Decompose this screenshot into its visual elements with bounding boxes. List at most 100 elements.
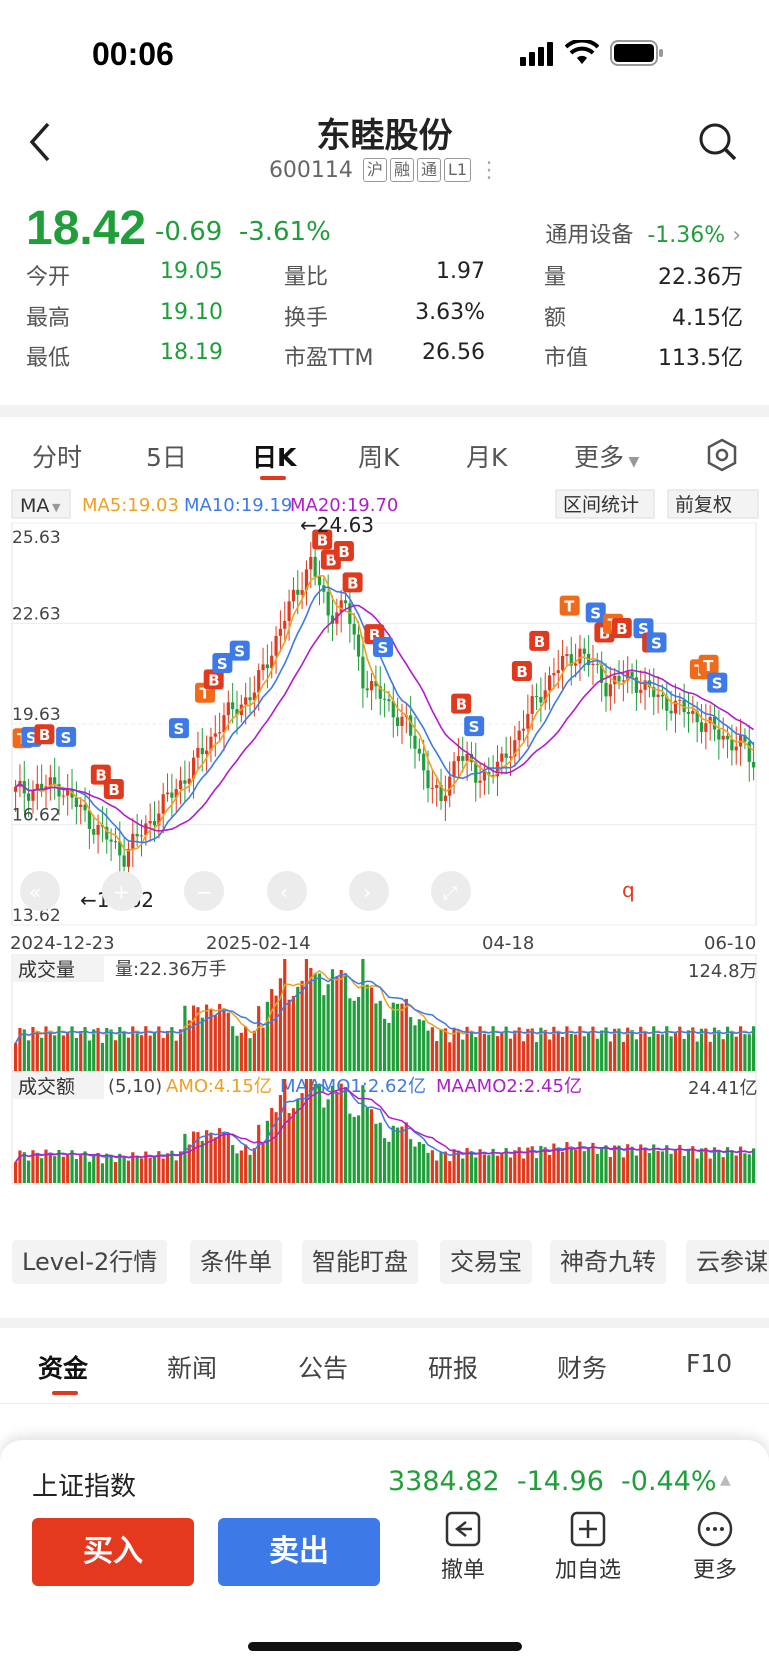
tab-research[interactable]: 研报 [428, 1354, 479, 1383]
prev-icon[interactable] [267, 871, 307, 911]
candle [313, 556, 317, 577]
volume-bar [639, 1026, 643, 1071]
volume-bar [517, 1027, 521, 1071]
tab-5day[interactable]: 5日 [146, 443, 187, 472]
signal-icon [520, 42, 553, 66]
volume-bar [209, 1008, 213, 1071]
sell-button[interactable]: 卖出 [218, 1518, 380, 1586]
amount-bar [105, 1153, 109, 1183]
stat-label: 量 [544, 265, 567, 290]
chip-advisor[interactable]: 云参谋 [686, 1240, 769, 1284]
candle [105, 826, 109, 840]
candle [144, 823, 148, 836]
volume-bar [148, 1035, 152, 1071]
candle [734, 746, 738, 751]
industry-link[interactable]: 通用设备 -1.36% › [545, 223, 741, 248]
status-bar: 00:06 [0, 0, 769, 110]
search-icon[interactable] [698, 122, 738, 162]
tab-funds[interactable]: 资金 [38, 1354, 89, 1383]
amount-bar [139, 1158, 144, 1183]
volume-bar [547, 1039, 552, 1071]
fullscreen-icon[interactable] [431, 871, 471, 911]
candle [283, 620, 287, 629]
tab-weekly-k[interactable]: 周K [358, 443, 400, 472]
volume-bar [300, 980, 304, 1071]
tab-finance[interactable]: 财务 [557, 1354, 608, 1383]
zoom-out-icon[interactable] [184, 871, 224, 911]
buy-button[interactable]: 买入 [32, 1518, 194, 1586]
tab-news[interactable]: 新闻 [167, 1354, 218, 1383]
volume-bar [495, 1036, 500, 1071]
amount-bar [582, 1151, 586, 1183]
candle [565, 654, 569, 656]
index-name[interactable]: 上证指数 [32, 1472, 137, 1502]
volume-bar [14, 1043, 18, 1071]
range-stats-button[interactable]: 区间统计 [563, 494, 639, 516]
volume-bar [600, 1030, 604, 1071]
zoom-in-icon[interactable] [102, 871, 142, 911]
candle [448, 776, 452, 796]
tab-announcements[interactable]: 公告 [298, 1354, 349, 1383]
amount-bar [600, 1147, 604, 1183]
chip-smart-watch[interactable]: 智能盯盘 [302, 1240, 418, 1284]
candle [378, 686, 382, 699]
volume-bar [734, 1036, 738, 1071]
settings-hex-icon[interactable] [706, 438, 738, 472]
candle [213, 733, 217, 737]
amount-bar [291, 1108, 296, 1183]
amount-bar [682, 1155, 686, 1183]
candle [369, 681, 374, 691]
tab-monthly-k[interactable]: 月K [466, 443, 508, 472]
candle [500, 753, 504, 762]
amount-bar [70, 1150, 74, 1183]
amount-bar [621, 1157, 625, 1183]
next-icon[interactable] [349, 871, 389, 911]
amount-bar [213, 1137, 217, 1183]
chip-level2[interactable]: Level-2行情 [12, 1240, 168, 1284]
candle [721, 735, 725, 740]
more-button[interactable]: 更多 [675, 1510, 755, 1584]
cancel-order-button[interactable]: 撤单 [423, 1510, 503, 1584]
candle [387, 699, 391, 702]
add-watchlist-button[interactable]: 加自选 [548, 1510, 628, 1584]
candle [530, 696, 534, 714]
more-dots-icon[interactable]: ⋮ [478, 158, 501, 183]
candle [27, 793, 31, 801]
volume-bar [409, 1017, 413, 1071]
volume-bar [83, 1027, 87, 1071]
amount-bar [27, 1160, 31, 1183]
volume-bar [165, 1030, 170, 1071]
volume-bar [456, 1029, 460, 1071]
signal-letter: S [217, 655, 228, 673]
rewind-icon[interactable] [20, 871, 60, 911]
tab-more[interactable]: 更多 ▼ [574, 443, 640, 472]
candle [647, 680, 652, 688]
candle [126, 848, 131, 867]
volume-bar [643, 1031, 647, 1071]
volume-bar [239, 1032, 243, 1071]
stat-label: 市值 [544, 346, 589, 371]
candle [270, 655, 274, 669]
candle [231, 702, 235, 710]
back-icon[interactable] [28, 122, 52, 162]
amount-bar [40, 1158, 44, 1183]
candle [430, 787, 434, 789]
chip-trade-treasure[interactable]: 交易宝 [440, 1240, 532, 1284]
adjust-button[interactable]: 前复权 [675, 494, 732, 516]
amount-selector[interactable]: 成交额 [18, 1076, 75, 1098]
volume-selector[interactable]: 成交量 [18, 959, 75, 981]
candle [79, 804, 83, 807]
vol-ma10-line [14, 973, 754, 1044]
kline-chart-area[interactable]: MA ▼ MA5:19.03 MA10:19.19 MA20:19.70 区间统… [0, 487, 769, 1267]
expand-icon[interactable]: ▲ [720, 1472, 731, 1488]
amount-bar [131, 1152, 135, 1183]
ma-selector[interactable]: MA [20, 495, 49, 517]
tab-intraday[interactable]: 分时 [32, 443, 83, 472]
tab-f10[interactable]: F10 [686, 1349, 733, 1378]
amount-bar [92, 1154, 96, 1183]
kline-chart[interactable]: MA ▼ MA5:19.03 MA10:19.19 MA20:19.70 区间统… [0, 487, 769, 1237]
chip-conditional-order[interactable]: 条件单 [190, 1240, 282, 1284]
tab-daily-k[interactable]: 日K [252, 443, 297, 472]
chip-nine-turns[interactable]: 神奇九转 [550, 1240, 666, 1284]
volume-bar [330, 969, 335, 1071]
